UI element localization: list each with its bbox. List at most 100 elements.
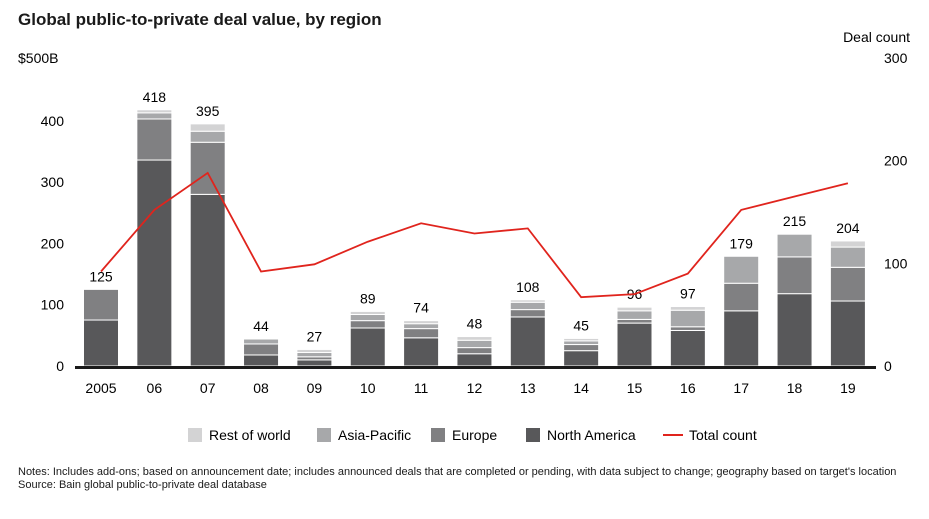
bar-segment-north-america [243,354,280,367]
bar-segment-north-america [776,293,813,367]
total-label: 74 [413,300,429,316]
x-tick-label: 19 [840,380,856,396]
x-tick-label: 09 [307,380,323,396]
total-label: 89 [360,290,376,306]
chart-notes: Notes: Includes add-ons; based on announ… [18,466,918,492]
bar-segment-rest-of-world [669,306,706,311]
total-label: 204 [836,220,860,236]
bar-segment-rest-of-world [829,240,866,248]
total-label: 27 [307,328,323,344]
bar-segment-europe [616,318,653,324]
x-tick-label: 17 [733,380,749,396]
bar-segment-asia-pacific [349,314,386,322]
total-label: 44 [253,318,269,334]
bar-segment-asia-pacific [829,246,866,268]
left-axis-label: $500B [18,50,58,66]
right-tick-label: 300 [884,50,908,66]
left-tick-label: 0 [56,358,64,374]
bar-segment-north-america [136,159,173,367]
bar-segment-north-america [669,329,706,367]
bar-segment-europe [136,118,173,161]
bar-segment-asia-pacific [723,255,760,284]
source-text: Source: Bain global public-to-private de… [18,479,267,491]
total-label: 108 [516,279,540,295]
total-label: 418 [143,89,167,105]
legend-swatch-north-america [526,428,540,442]
bar-segment-asia-pacific [456,339,493,349]
bar-segment-europe [83,288,119,321]
bar-segment-asia-pacific [776,233,813,258]
bar-segment-north-america [563,350,600,367]
total-label: 215 [783,213,807,229]
legend-label-asia-pacific: Asia-Pacific [338,427,411,443]
legend-swatch-asia-pacific [317,428,331,442]
bar-segment-rest-of-world [616,306,653,312]
bar-segment-asia-pacific [669,309,706,328]
x-tick-label: 13 [520,380,536,396]
bar-segment-europe [509,309,546,318]
bar-segment-north-america [616,322,653,367]
bar-segment-asia-pacific [189,130,226,143]
left-tick-label: 300 [41,174,65,190]
bar-segment-asia-pacific [563,340,600,346]
bar-segment-north-america [296,359,333,367]
bar-segment-europe [189,141,226,195]
bar-segment-europe [563,344,600,352]
bar-segment-north-america [83,319,119,367]
total-label: 48 [467,316,483,332]
right-tick-label: 200 [884,153,908,169]
bar-segment-rest-of-world [563,337,600,342]
legend-swatch-rest-of-world [188,428,202,442]
bar-segment-asia-pacific [403,323,440,330]
bar-segment-europe [776,256,813,295]
total-count-line [100,171,849,299]
bar-segment-asia-pacific [616,310,653,320]
x-tick-label: 14 [573,380,589,396]
left-tick-label: 200 [41,235,65,251]
bar-segment-north-america [829,300,866,367]
legend-swatch-europe [431,428,445,442]
left-tick-label: 100 [41,297,65,313]
x-tick-label: 16 [680,380,696,396]
bar-segment-rest-of-world [349,310,386,316]
bar-segment-rest-of-world [403,320,440,325]
bar-segment-asia-pacific [243,338,280,345]
bar-segment-rest-of-world [189,123,226,132]
bar-segment-europe [723,282,760,312]
bar-segment-asia-pacific [296,352,333,358]
bar-segment-europe [829,266,866,302]
legend-label-north-america: North America [547,427,636,443]
bar-segment-north-america [723,310,760,367]
x-tick-label: 11 [414,380,429,396]
bar-segment-rest-of-world [296,348,333,354]
bar-segment-north-america [456,353,493,367]
x-tick-label: 15 [627,380,643,396]
legend-label-europe: Europe [452,427,497,443]
right-tick-label: 100 [884,255,908,271]
legend-label-total-count: Total count [689,427,757,443]
bar-segment-rest-of-world [509,299,546,303]
notes-text: Notes: Includes add-ons; based on announ… [18,466,897,478]
bar-segment-europe [243,343,280,356]
x-tick-label: 2005 [85,380,116,396]
total-label: 97 [680,286,696,302]
x-tick-label: 12 [467,380,483,396]
bar-segment-europe [349,320,386,329]
bar-segment-north-america [189,193,226,367]
left-tick-label: 400 [41,113,65,129]
total-label: 179 [730,235,754,251]
total-label: 395 [196,103,220,119]
bar-segment-rest-of-world [136,109,173,114]
bar-segment-asia-pacific [509,301,546,311]
x-tick-label: 18 [787,380,803,396]
right-axis-label: Deal count [843,29,910,45]
bar-segment-europe [403,328,440,339]
bar-segment-north-america [349,327,386,367]
bar-segment-north-america [509,316,546,367]
x-tick-label: 06 [147,380,163,396]
right-tick-label: 0 [884,358,892,374]
bar-segment-europe [669,326,706,331]
bar-segment-asia-pacific [136,112,173,120]
